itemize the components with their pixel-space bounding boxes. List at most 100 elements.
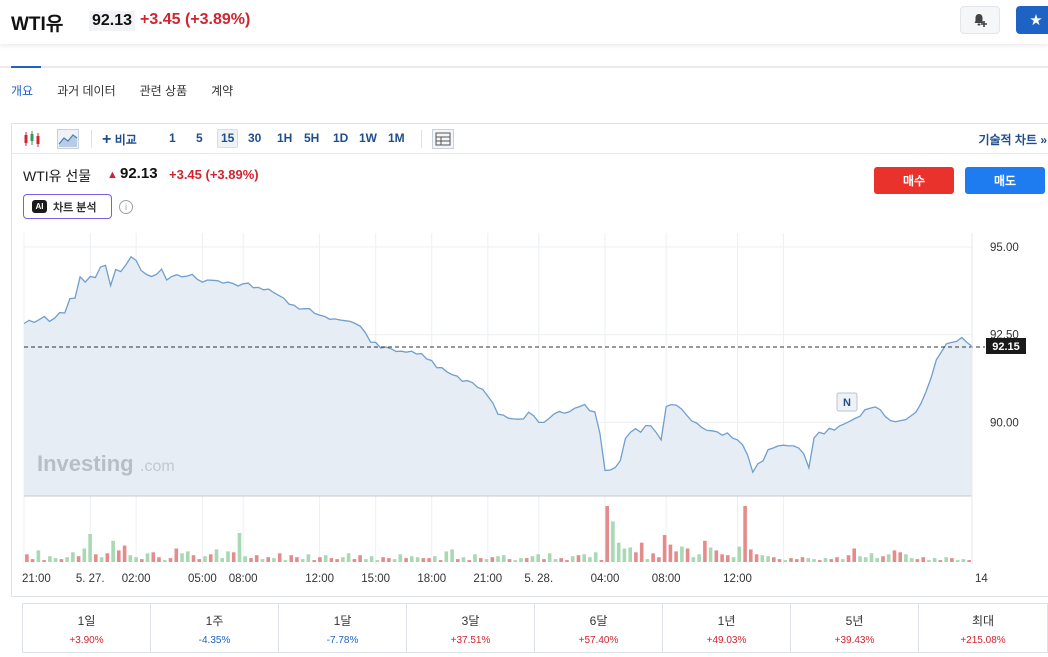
volume-bar xyxy=(772,557,776,562)
interval-1d[interactable]: 1D xyxy=(333,131,349,145)
chart-legend-change: +3.45 (+3.89%) xyxy=(169,167,259,182)
volume-bar xyxy=(364,559,368,562)
volume-bar xyxy=(915,559,920,562)
interval-15[interactable]: 15 xyxy=(217,129,239,148)
y-tick-label: 90.00 xyxy=(990,417,1019,429)
x-tick-label: 02:00 xyxy=(122,573,151,585)
arrow-up-icon: ▲ xyxy=(107,169,118,181)
volume-bar xyxy=(30,559,35,562)
perf-cell[interactable]: 1일 +3.90% xyxy=(23,604,151,652)
perf-value: +39.43% xyxy=(834,635,875,646)
volume-bar xyxy=(174,548,179,562)
area-chart-icon[interactable] xyxy=(57,129,79,149)
perf-cell[interactable]: 1주 -4.35% xyxy=(151,604,279,652)
volume-bar xyxy=(967,560,971,562)
volume-bar xyxy=(479,558,483,562)
sell-button[interactable]: 매도 xyxy=(965,167,1045,194)
volume-bar xyxy=(157,557,161,562)
volume-bar xyxy=(94,554,98,562)
volume-bar xyxy=(720,554,724,562)
volume-bar xyxy=(651,553,655,562)
ai-chart-analysis-button[interactable]: AI 차트 분석 xyxy=(23,194,112,219)
volume-bar xyxy=(754,554,759,562)
change-value: +3.45 xyxy=(140,11,181,28)
perf-value: +57.40% xyxy=(578,635,619,646)
interval-5h[interactable]: 5H xyxy=(304,131,320,145)
volume-bar xyxy=(760,555,765,562)
table-view-icon[interactable] xyxy=(432,129,454,149)
volume-bar xyxy=(840,559,845,562)
x-axis-labels: 21:00 5. 27. 02:00 05:00 08:00 12:00 15:00 18:0… xyxy=(22,573,988,585)
volume-bar xyxy=(369,556,374,562)
volume-bar xyxy=(944,557,948,562)
volume-bar xyxy=(88,534,92,562)
volume-bar xyxy=(628,547,632,562)
interval-1w[interactable]: 1W xyxy=(359,131,377,145)
interval-1h[interactable]: 1H xyxy=(277,131,293,145)
info-icon[interactable]: i xyxy=(119,200,133,214)
perf-period: 1달 xyxy=(333,614,352,628)
volume-bar xyxy=(668,544,673,562)
volume-bar xyxy=(186,551,190,562)
volume-bar xyxy=(777,559,782,562)
technical-chart-link[interactable]: 기술적 차트 » xyxy=(978,133,1047,147)
perf-cell[interactable]: 6달 +57.40% xyxy=(535,604,663,652)
volume-bar xyxy=(605,506,609,562)
chart-legend-title: WTI유 선물 xyxy=(23,168,92,184)
perf-cell[interactable]: 3달 +37.51% xyxy=(407,604,535,652)
subtab-related[interactable]: 관련 상품 xyxy=(139,84,188,98)
volume-bar xyxy=(703,540,707,562)
volume-bar xyxy=(559,558,563,562)
perf-cell[interactable]: 최대 +215.08% xyxy=(919,604,1047,652)
add-alert-button[interactable] xyxy=(960,6,1000,34)
subtab-contracts[interactable]: 계약 xyxy=(211,84,234,98)
volume-bar xyxy=(249,558,253,562)
volume-bar xyxy=(507,559,512,562)
x-tick-label: 12:00 xyxy=(723,573,752,585)
x-tick-label: 05:00 xyxy=(188,573,217,585)
volume-bar xyxy=(657,557,661,562)
volume-bar xyxy=(392,559,397,562)
interval-5[interactable]: 5 xyxy=(196,131,203,145)
price-line xyxy=(23,255,973,474)
volume-bar xyxy=(502,555,506,562)
volume-bar xyxy=(823,558,828,562)
subtab-overview[interactable]: 개요 xyxy=(11,84,34,98)
perf-period: 6달 xyxy=(589,614,608,628)
volume-bar xyxy=(254,555,259,562)
buy-button[interactable]: 매수 xyxy=(874,167,954,194)
volume-bar xyxy=(921,557,925,562)
perf-cell[interactable]: 5년 +39.43% xyxy=(791,604,919,652)
interval-1m[interactable]: 1M xyxy=(388,131,405,145)
volume-bar xyxy=(438,560,443,562)
volume-bar xyxy=(576,555,581,562)
volume-bar xyxy=(76,556,81,562)
volume-bar xyxy=(691,557,696,562)
interval-30[interactable]: 30 xyxy=(248,131,262,145)
volume-bar xyxy=(323,555,328,562)
compare-label: 비교 xyxy=(114,133,137,147)
volume-bar xyxy=(846,555,851,562)
subtab-historical-data[interactable]: 과거 데이터 xyxy=(57,84,116,98)
volume-bar xyxy=(335,559,339,562)
volume-bar xyxy=(375,560,380,562)
volume-bar xyxy=(243,556,247,562)
volume-bar xyxy=(881,556,885,562)
interval-1[interactable]: 1 xyxy=(169,131,176,145)
volume-bar xyxy=(461,557,466,562)
news-marker[interactable]: N xyxy=(836,392,858,412)
volume-bar xyxy=(547,553,552,562)
candlestick-icon[interactable] xyxy=(22,129,42,149)
perf-period: 1주 xyxy=(205,614,224,628)
perf-cell[interactable]: 1년 +49.03% xyxy=(663,604,791,652)
volume-bar xyxy=(444,551,449,562)
volume-bar xyxy=(685,548,690,562)
volume-bar xyxy=(542,559,546,562)
volume-bar xyxy=(737,546,742,562)
volume-bar xyxy=(858,556,862,562)
compare-button[interactable]: + 비교 xyxy=(102,131,137,148)
volume-bar xyxy=(869,553,874,562)
watchlist-button[interactable]: ★ xyxy=(1016,6,1048,34)
perf-cell[interactable]: 1달 -7.78% xyxy=(279,604,407,652)
